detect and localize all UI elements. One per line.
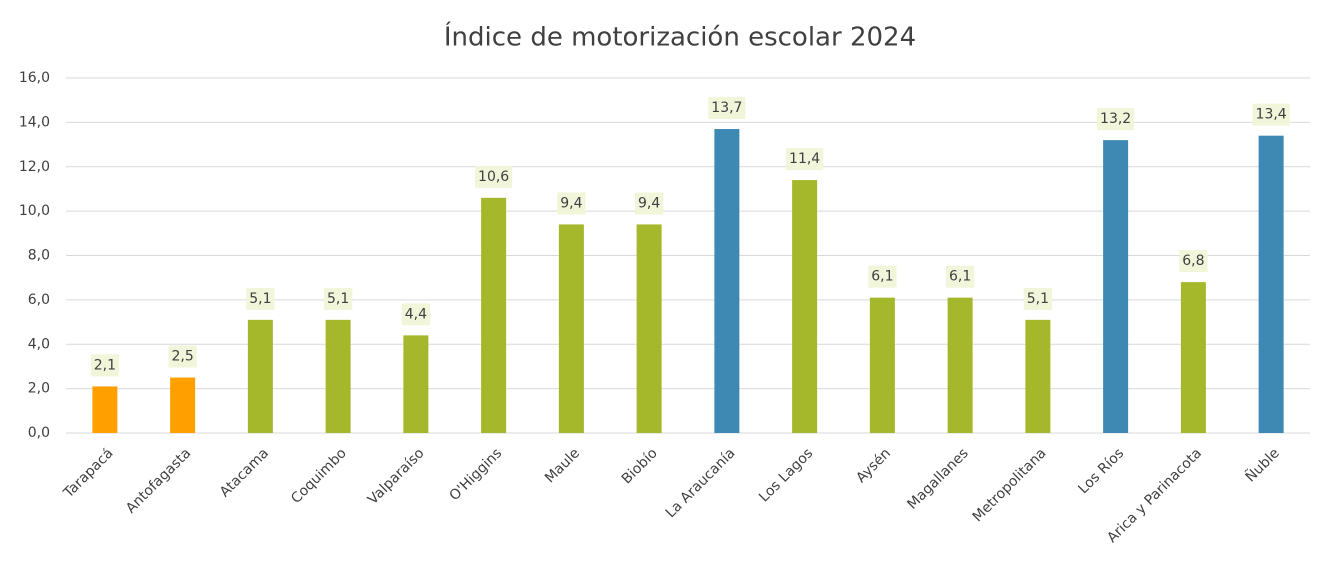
data-label: 5,1 (1027, 291, 1049, 307)
chart-title: Índice de motorización escolar 2024 (444, 21, 916, 53)
data-label: 2,5 (171, 349, 193, 365)
bar (170, 377, 196, 433)
data-label-bg (634, 192, 664, 215)
bar (792, 180, 818, 433)
y-tick-label: 4,0 (28, 336, 50, 352)
x-tick-label: Biobío (619, 445, 661, 487)
data-label: 10,6 (478, 169, 509, 185)
x-tick-label: Coquimbo (288, 445, 350, 507)
bar (247, 319, 273, 433)
x-tick-label: La Araucanía (663, 445, 739, 521)
data-label-bg (708, 97, 746, 120)
data-label: 11,4 (789, 151, 820, 167)
data-label-bg (945, 265, 975, 288)
x-tick-label: Los Lagos (756, 445, 816, 505)
y-tick-label: 10,0 (19, 203, 50, 219)
bar (947, 297, 973, 433)
data-label-bg (1252, 103, 1290, 126)
bar (558, 224, 584, 433)
data-label: 5,1 (249, 291, 271, 307)
bar (636, 224, 662, 433)
data-label: 5,1 (327, 291, 349, 307)
data-label-bg (1179, 250, 1208, 273)
data-label-bg (868, 265, 897, 288)
bar (325, 319, 351, 433)
data-label-bg (168, 345, 197, 368)
x-tick-label: Metropolitana (970, 445, 1050, 525)
x-tick-label: Antofagasta (123, 445, 194, 516)
y-tick-label: 8,0 (28, 248, 50, 264)
data-label-bg (90, 354, 120, 377)
x-tick-label: Aysén (853, 445, 894, 486)
data-label-bg (323, 287, 353, 310)
bar (869, 297, 895, 433)
x-tick-label: Ñuble (1242, 445, 1283, 486)
x-tick-label: Los Ríos (1075, 445, 1127, 497)
bar (92, 386, 118, 433)
y-tick-label: 2,0 (28, 381, 50, 397)
bar (1025, 319, 1051, 433)
data-label: 13,2 (1100, 111, 1131, 127)
data-label: 9,4 (560, 195, 582, 211)
y-tick-label: 14,0 (19, 114, 50, 130)
bar (714, 129, 740, 433)
data-label: 9,4 (638, 195, 660, 211)
x-tick-label: Tarapacá (60, 445, 116, 501)
data-label-bg (475, 165, 513, 188)
x-tick-label: O'Higgins (447, 445, 506, 504)
data-label: 13,4 (1256, 107, 1287, 123)
bar (481, 197, 507, 433)
x-tick-label: Valparaíso (365, 445, 428, 508)
data-label: 4,4 (405, 306, 427, 322)
data-label: 6,1 (871, 269, 893, 285)
data-label-bg (557, 192, 586, 215)
x-tick-label: Maule (542, 445, 583, 486)
data-label: 6,1 (949, 269, 971, 285)
y-tick-label: 12,0 (19, 159, 50, 175)
x-tick-label: Atacama (217, 445, 272, 500)
bar (1103, 140, 1129, 433)
x-tick-label: Magallanes (904, 445, 971, 512)
data-label-bg (1023, 287, 1053, 310)
y-tick-label: 6,0 (28, 292, 50, 308)
data-label-bg (401, 303, 431, 326)
data-label-bg (786, 148, 824, 171)
y-tick-label: 0,0 (28, 425, 50, 441)
data-label-bg (246, 287, 275, 310)
data-label: 2,1 (94, 357, 116, 373)
bar (1180, 282, 1206, 433)
data-label: 13,7 (711, 100, 742, 116)
bar (403, 335, 429, 433)
data-label: 6,8 (1182, 253, 1204, 269)
bar (1258, 135, 1284, 433)
data-label-bg (1097, 108, 1135, 131)
y-tick-label: 16,0 (19, 70, 50, 86)
